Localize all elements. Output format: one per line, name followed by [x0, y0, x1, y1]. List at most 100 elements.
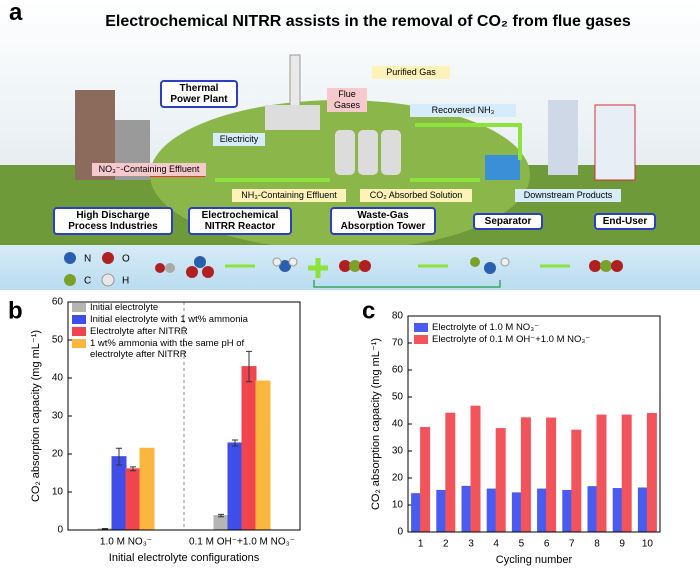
y-tick-label: 20 — [52, 449, 64, 460]
bar — [420, 427, 431, 533]
x-tick-label: 5 — [519, 539, 525, 550]
bar — [470, 405, 481, 533]
y-tick-label: 70 — [392, 338, 404, 349]
legend-label: Electrolyte of 0.1 M OH⁻+1.0 M NO₃⁻ — [432, 334, 591, 345]
y-tick-label: 30 — [392, 446, 404, 457]
building — [548, 100, 578, 175]
x-tick-label: 1.0 M NO₃⁻ — [100, 537, 152, 548]
plot-frame — [407, 315, 661, 533]
x-tick-label: 6 — [544, 539, 550, 550]
y-tick-label: 20 — [392, 473, 404, 484]
error-bar — [102, 527, 108, 530]
legend-item: Initial electrolyte — [72, 302, 272, 313]
x-tick-label: 2 — [443, 539, 449, 550]
legend-label: 1 wt% ammonia with the same pH of electr… — [90, 338, 245, 360]
legend: Initial electrolyte Initial electrolyte w… — [72, 302, 272, 361]
bar — [537, 488, 548, 533]
legend-label: Initial electrolyte with 1 wt% ammonia — [90, 314, 248, 325]
recycle-arrow — [313, 280, 501, 288]
bar — [227, 442, 243, 531]
y-tick-label: 10 — [392, 500, 404, 511]
legend-swatch — [414, 335, 428, 344]
legend-swatch — [414, 323, 428, 332]
plus — [308, 258, 328, 278]
y-tick-label: 30 — [52, 411, 64, 422]
bar — [241, 366, 257, 531]
flow-label: Purified Gas — [372, 66, 450, 79]
bar — [139, 447, 155, 531]
flow-label: Recovered NH₃ — [410, 104, 516, 117]
bar — [125, 468, 141, 531]
atom-label: O — [122, 254, 130, 265]
molecules — [155, 256, 623, 278]
legend-label: Electrolyte after NITRR — [90, 326, 188, 337]
y-tick-label: 10 — [52, 487, 64, 498]
y-axis-label: CO₂ absorption capacity (mg mL⁻¹) — [370, 338, 382, 510]
building — [594, 104, 636, 181]
atom-n — [64, 252, 76, 264]
bar — [612, 488, 623, 533]
panel-label: a — [9, 0, 23, 26]
bar — [587, 486, 598, 533]
legend: Electrolyte of 1.0 M NO₃⁻ Electrolyte of … — [414, 322, 654, 346]
legend-label: Electrolyte of 1.0 M NO₃⁻ — [432, 322, 540, 333]
bar — [486, 488, 497, 533]
bar — [562, 489, 573, 533]
atom-label: C — [84, 276, 91, 287]
flow-label: Flue Gases — [327, 88, 367, 112]
bar — [511, 492, 522, 533]
node-label: Thermal Power Plant — [160, 80, 238, 108]
node-label: Electrochemical NITRR Reactor — [188, 207, 292, 235]
flow-label: NH₃-Containing Effluent — [232, 189, 346, 202]
illustration: N O C H — [0, 0, 700, 290]
bar — [546, 417, 557, 533]
atom-c — [64, 274, 76, 286]
y-tick-label: 40 — [392, 419, 404, 430]
x-tick-label: 10 — [642, 539, 654, 550]
y-axis-label: CO₂ absorption capacity (mg mL⁻¹) — [30, 330, 42, 502]
y-tick-label: 60 — [52, 297, 64, 308]
bar — [411, 493, 422, 533]
legend-swatch — [72, 327, 86, 336]
bar — [520, 417, 531, 533]
x-tick-label: 7 — [569, 539, 575, 550]
bar — [461, 485, 472, 533]
y-tick-label: 80 — [392, 311, 404, 322]
legend-swatch — [72, 315, 86, 324]
y-tick-label: 0 — [57, 525, 63, 536]
flow-arrow — [215, 123, 522, 182]
flow-label: CO₂ Absorbed Solution — [360, 189, 472, 202]
y-tick-label: 50 — [392, 392, 404, 403]
legend-item: Electrolyte of 0.1 M OH⁻+1.0 M NO₃⁻ — [414, 334, 654, 345]
bar — [621, 414, 632, 533]
atom-o — [102, 252, 114, 264]
y-tick-label: 40 — [52, 373, 64, 384]
x-axis-label: Cycling number — [496, 554, 573, 566]
bar — [445, 412, 456, 533]
bar — [571, 429, 582, 533]
legend-swatch — [72, 339, 86, 348]
x-tick-label: 9 — [619, 539, 625, 550]
charts: 0 10 20 30 40 50 60 1.0 M NO₃⁻ 0.1 M OH⁻+1.0 M N… — [8, 297, 661, 566]
atom-h — [101, 273, 115, 287]
x-tick-label: 4 — [493, 539, 499, 550]
bar — [213, 515, 229, 531]
x-tick-label: 8 — [594, 539, 600, 550]
panel-a: N O C H a Electrochemical NITRR assists … — [0, 0, 700, 290]
bar — [596, 414, 607, 533]
bar — [646, 412, 657, 533]
error-bar — [246, 350, 252, 383]
x-tick-label: 1 — [418, 539, 424, 550]
atom-label: N — [84, 254, 91, 265]
bar — [637, 487, 648, 533]
panel-label: c — [362, 297, 375, 324]
tower — [335, 130, 355, 175]
node-label: End-User — [594, 213, 656, 230]
x-tick-label: 0.1 M OH⁻+1.0 M NO₃⁻ — [189, 537, 295, 548]
legend-label: Initial electrolyte — [90, 302, 159, 313]
bar — [111, 456, 127, 531]
atom-label: H — [122, 276, 129, 287]
tower — [358, 130, 378, 175]
bar — [495, 428, 506, 533]
